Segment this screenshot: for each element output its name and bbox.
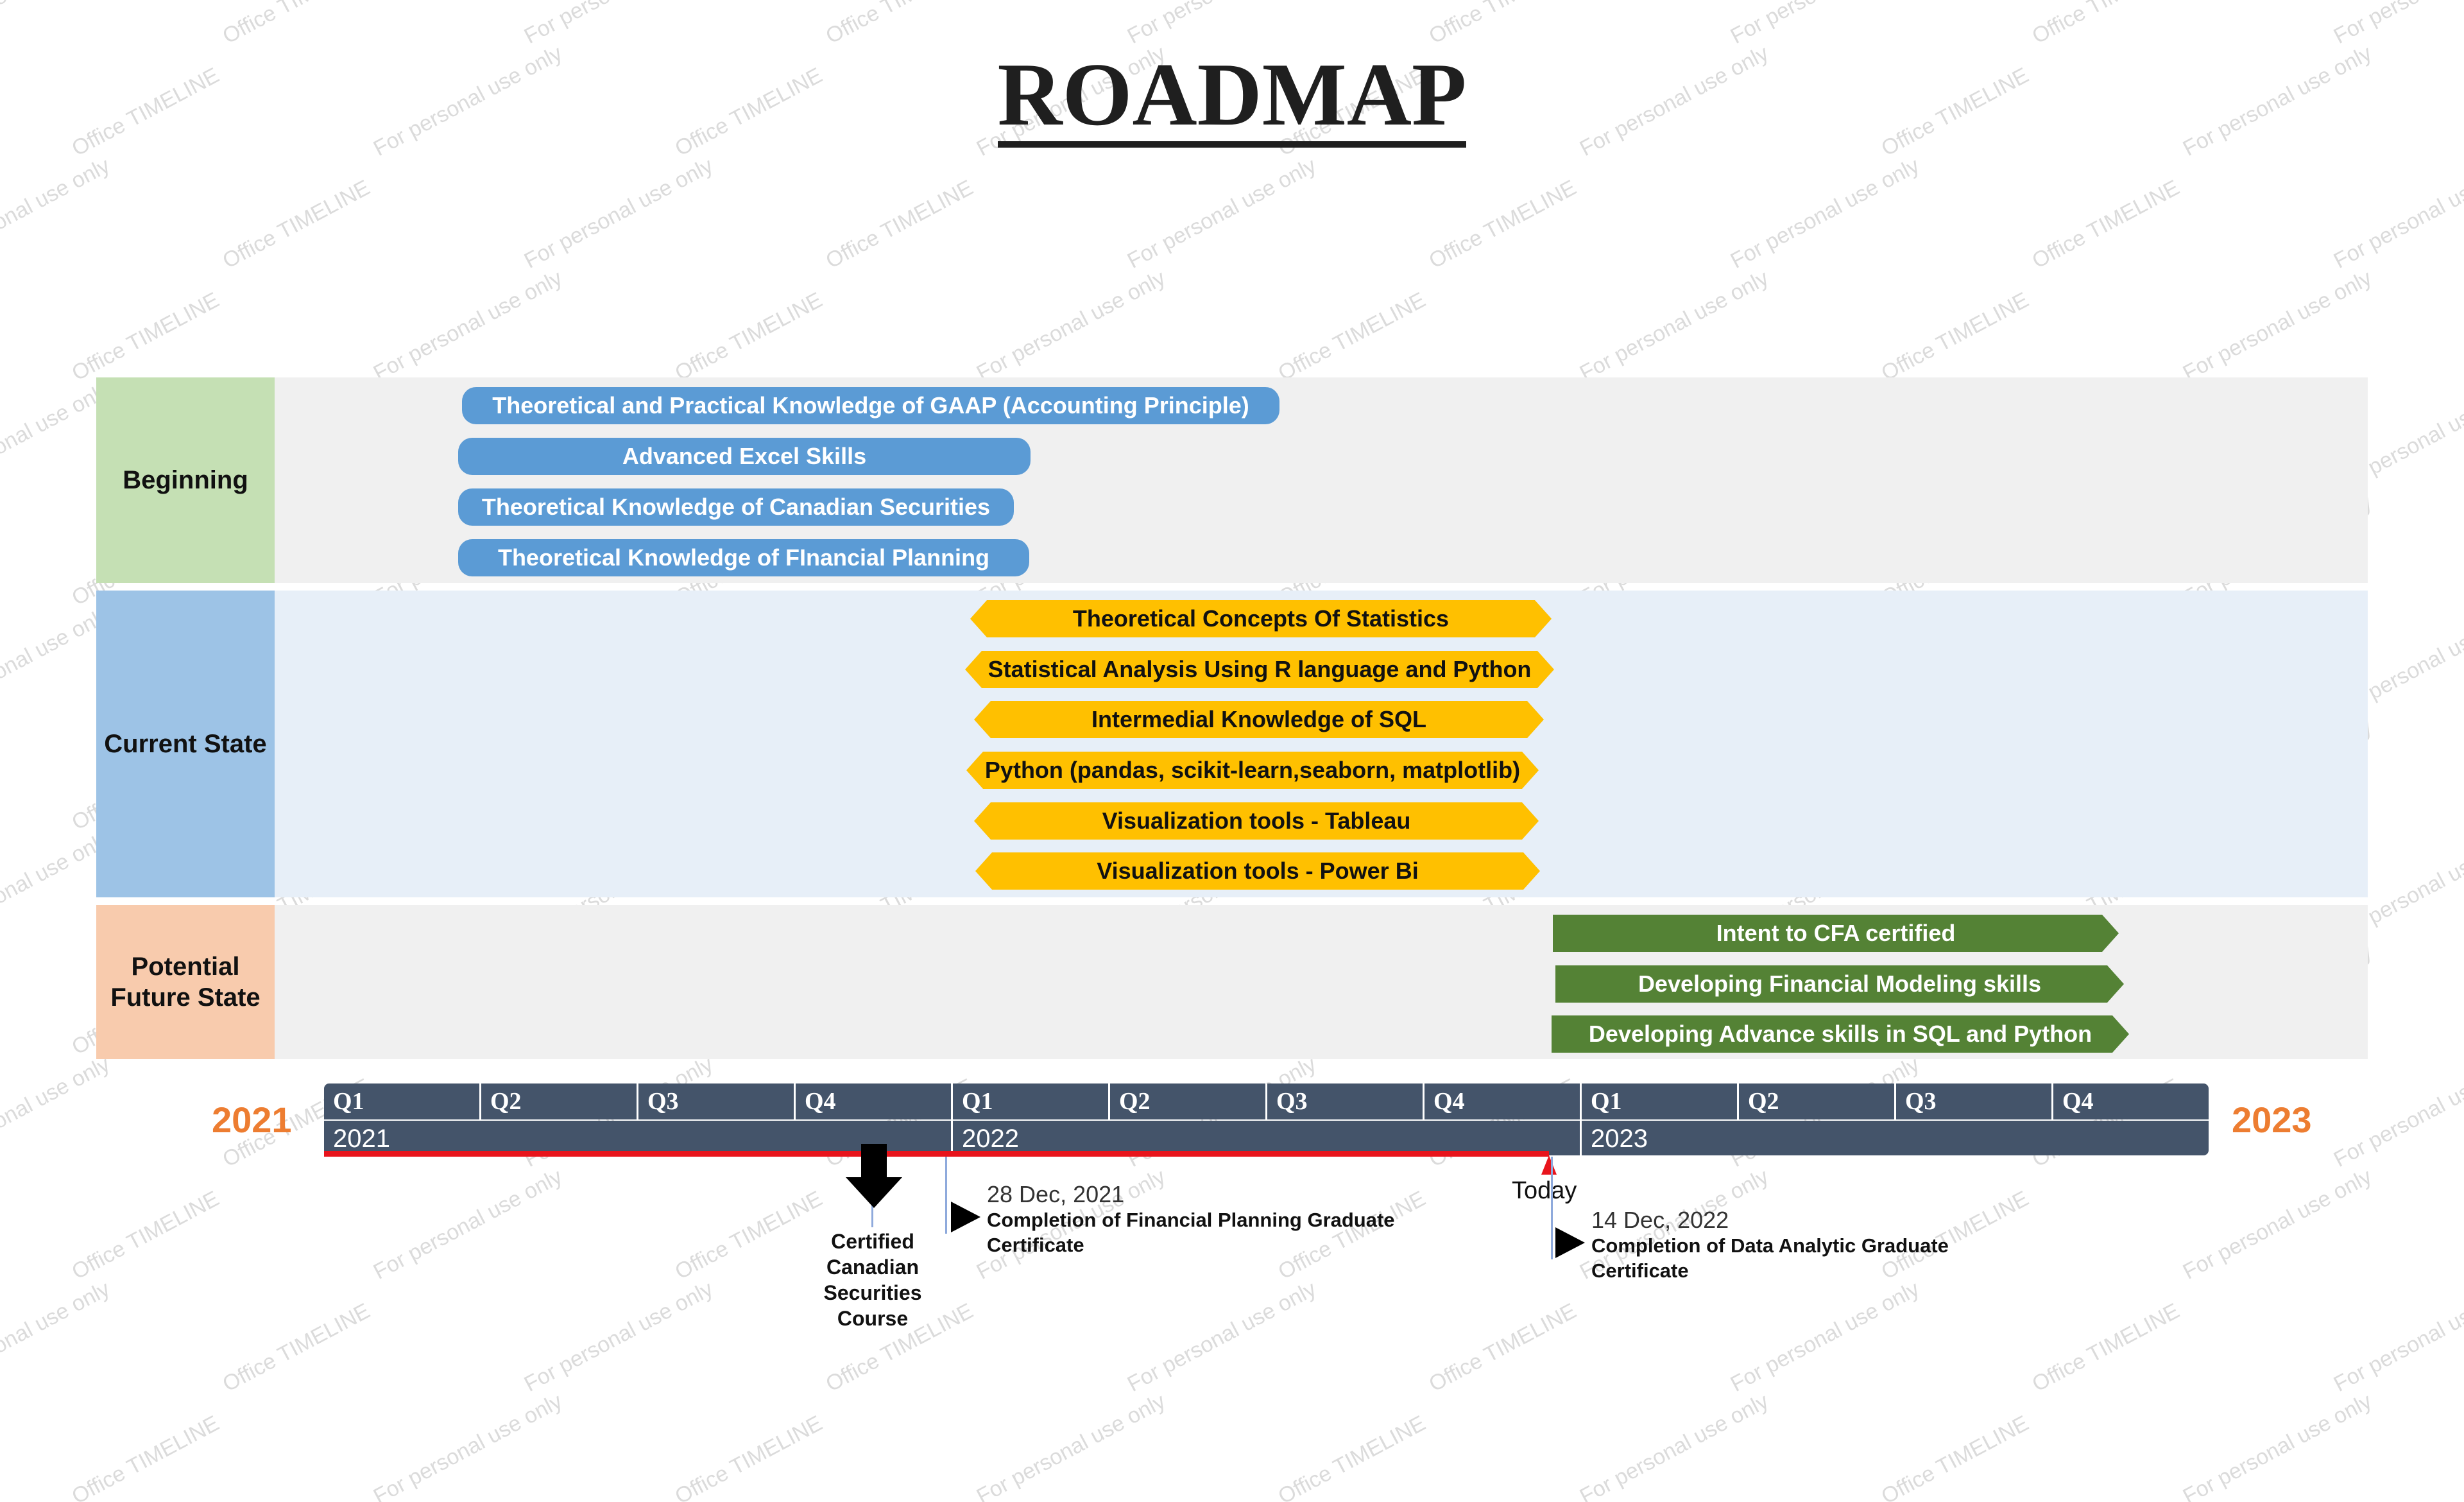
milestone-connector (1551, 1157, 1553, 1259)
milestone-data-analytic-cert: Completion of Data Analytic Graduate Cer… (1591, 1234, 1949, 1282)
watermark-text: For personal use only (0, 153, 114, 273)
milestone-connector (945, 1157, 947, 1234)
watermark-text: For personal use only (1575, 265, 1773, 386)
watermark-text: For personal use only (1124, 0, 1321, 49)
watermark-text: For personal use only (1123, 1276, 1321, 1397)
watermark-text: For personal use only (972, 265, 1170, 386)
swimlane-current-state: Current State (96, 591, 2368, 897)
watermark-text: Office TIMELINE (671, 1411, 826, 1502)
watermark-text: Office TIMELINE (1425, 1299, 1580, 1397)
milestone-certified-csc: Certified Canadian Securities Course (823, 1230, 922, 1330)
timeline-end-year: 2023 (2232, 1100, 2312, 1140)
watermark-text: For personal use only (1726, 153, 1924, 273)
watermark-text: For personal use only (972, 1388, 1170, 1502)
quarter-q4-2022: Q4 (1425, 1083, 1582, 1119)
watermark-text: For personal use only (2329, 1277, 2464, 1397)
watermark-text: For personal use only (2330, 0, 2464, 49)
task-statistics[interactable]: Theoretical Concepts Of Statistics (970, 600, 1552, 637)
quarter-q1-2023: Q1 (1582, 1083, 1739, 1119)
watermark-text: Office TIMELINE (671, 288, 826, 386)
swimlane-label-beginning: Beginning (96, 377, 275, 583)
task-financial-modeling[interactable]: Developing Financial Modeling skills (1555, 965, 2124, 1003)
triangle-right-icon[interactable] (1555, 1227, 1585, 1258)
watermark-text: Office TIMELINE (1877, 288, 2033, 386)
quarter-q3-2023: Q3 (1896, 1083, 2053, 1119)
watermark-text: Office TIMELINE (2028, 1299, 2184, 1397)
watermark-text: For personal use only (1575, 1388, 1773, 1502)
swimlane-label-current-state: Current State (96, 591, 275, 897)
watermark-text: Office TIMELINE (1274, 288, 1430, 386)
quarter-q2-2023: Q2 (1739, 1083, 1896, 1119)
quarter-q4-2021: Q4 (796, 1083, 953, 1119)
watermark-text: Office TIMELINE (1274, 1411, 1430, 1502)
watermark-text: For personal use only (1123, 153, 1321, 273)
milestone-date: 28 Dec, 2021 (987, 1181, 1125, 1207)
watermark-text: For personal use only (0, 1051, 114, 1172)
task-gaap[interactable]: Theoretical and Practical Knowledge of G… (462, 387, 1279, 424)
watermark-text: Office TIMELINE (821, 175, 977, 273)
task-sql-python-advanced[interactable]: Developing Advance skills in SQL and Pyt… (1552, 1015, 2129, 1053)
today-label: Today (1512, 1177, 1577, 1204)
watermark-text: For personal use only (1727, 0, 1924, 49)
page-title: ROADMAP (0, 50, 2464, 148)
task-r-python-stats[interactable]: Statistical Analysis Using R language an… (965, 651, 1554, 688)
today-marker-icon (1541, 1155, 1557, 1175)
quarter-q4-2023: Q4 (2062, 1088, 2094, 1115)
watermark-text: Office TIMELINE (1425, 175, 1580, 273)
task-python-libs[interactable]: Python (pandas, scikit-learn,seaborn, ma… (966, 752, 1539, 789)
year-2022: 2022 (953, 1121, 1582, 1155)
watermark-text: Office TIMELINE (218, 1299, 374, 1397)
quarter-q3-2022: Q3 (1267, 1083, 1425, 1119)
watermark-text: For personal use only (2329, 1052, 2464, 1172)
task-cfa[interactable]: Intent to CFA certified (1553, 915, 2119, 952)
watermark-text: Office TIMELINE (1877, 1411, 2033, 1502)
elapsed-time-bar (324, 1151, 1549, 1157)
timeline-quarter-bar: Q1 Q2 Q3 Q4 Q1 Q2 Q3 Q4 Q1 Q2 Q3 Q4 (324, 1083, 2209, 1119)
quarter-q2-2022: Q2 (1110, 1083, 1267, 1119)
watermark-text: Office TIMELINE (219, 0, 374, 49)
watermark-text: Office TIMELINE (67, 288, 223, 386)
task-excel[interactable]: Advanced Excel Skills (458, 438, 1031, 475)
watermark-text: Office TIMELINE (1425, 0, 1580, 49)
year-2023: 2023 (1591, 1125, 1648, 1153)
watermark-text: For personal use only (520, 0, 717, 49)
milestone-financial-planning-cert: Completion of Financial Planning Graduat… (987, 1209, 1395, 1256)
milestone-date: 14 Dec, 2022 (1591, 1207, 1729, 1233)
quarter-q2-2021: Q2 (481, 1083, 638, 1119)
timeline-start-year: 2021 (212, 1100, 292, 1140)
year-2021: 2021 (324, 1121, 953, 1155)
watermark-text: Office TIMELINE (67, 1411, 223, 1502)
quarter-q3-2021: Q3 (638, 1083, 796, 1119)
watermark-text: Office TIMELINE (2028, 0, 2184, 49)
watermark-text: Office TIMELINE (218, 175, 374, 273)
watermark-text: For personal use only (0, 0, 114, 49)
down-arrow-icon[interactable] (846, 1144, 902, 1211)
watermark-text: For personal use only (2178, 1388, 2376, 1502)
watermark-text: Office TIMELINE (2028, 175, 2184, 273)
quarter-q1-2021: Q1 (324, 1083, 481, 1119)
watermark-text: For personal use only (369, 1388, 567, 1502)
quarter-q1-2022: Q1 (953, 1083, 1110, 1119)
triangle-right-icon[interactable] (951, 1202, 980, 1232)
task-financial-planning[interactable]: Theoretical Knowledge of FInancial Plann… (458, 539, 1029, 576)
watermark-text: For personal use only (369, 265, 567, 386)
task-tableau[interactable]: Visualization tools - Tableau (974, 802, 1539, 840)
watermark-text: For personal use only (2178, 265, 2376, 386)
swimlane-label-future-state: Potential Future State (96, 905, 275, 1059)
watermark-text: Office TIMELINE (822, 0, 977, 49)
task-canadian-securities[interactable]: Theoretical Knowledge of Canadian Securi… (458, 488, 1014, 526)
watermark-text: For personal use only (1726, 1276, 1924, 1397)
watermark-text: For personal use only (0, 1276, 114, 1397)
task-power-bi[interactable]: Visualization tools - Power Bi (975, 852, 1540, 890)
watermark-text: For personal use only (369, 1164, 567, 1284)
task-sql[interactable]: Intermedial Knowledge of SQL (974, 701, 1544, 738)
watermark-text: For personal use only (520, 153, 717, 273)
watermark-text: For personal use only (2178, 1164, 2376, 1284)
watermark-text: Office TIMELINE (67, 1186, 223, 1284)
watermark-text: For personal use only (2329, 153, 2464, 273)
watermark-text: For personal use only (520, 1276, 717, 1397)
timeline-year-bar: 2021 2022 2023 (324, 1121, 2209, 1155)
swimlane-current-state-area (275, 591, 2368, 897)
